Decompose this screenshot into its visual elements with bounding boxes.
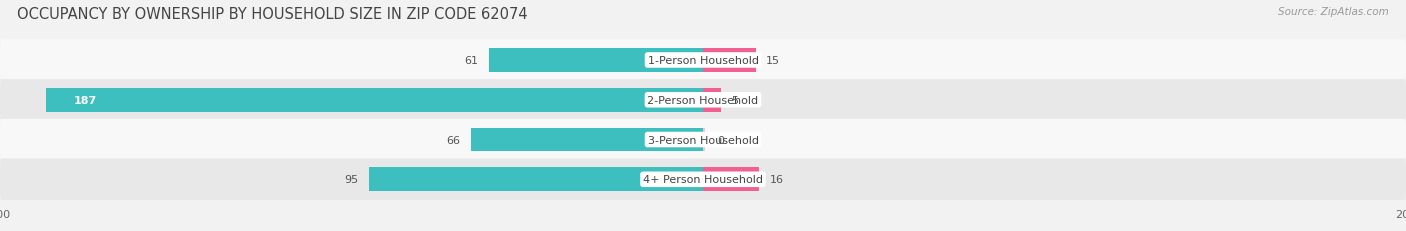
Bar (471, 128, 703, 152)
FancyBboxPatch shape (0, 159, 1406, 200)
Text: 3-Person Household: 3-Person Household (648, 135, 758, 145)
Text: 1-Person Household: 1-Person Household (648, 56, 758, 66)
Text: Source: ZipAtlas.com: Source: ZipAtlas.com (1278, 7, 1389, 17)
Bar (489, 49, 703, 73)
FancyBboxPatch shape (0, 119, 1406, 161)
FancyBboxPatch shape (0, 40, 1406, 81)
Bar (45, 88, 703, 112)
Text: 0: 0 (717, 135, 724, 145)
Text: 4+ Person Household: 4+ Person Household (643, 175, 763, 185)
Text: 61: 61 (464, 56, 478, 66)
Bar (703, 49, 756, 73)
Bar (703, 128, 704, 152)
Bar (368, 168, 703, 191)
Text: 66: 66 (447, 135, 461, 145)
Text: 16: 16 (770, 175, 783, 185)
Bar (703, 88, 721, 112)
Bar (703, 168, 759, 191)
Text: 95: 95 (344, 175, 359, 185)
Text: OCCUPANCY BY OWNERSHIP BY HOUSEHOLD SIZE IN ZIP CODE 62074: OCCUPANCY BY OWNERSHIP BY HOUSEHOLD SIZE… (17, 7, 527, 22)
FancyBboxPatch shape (0, 80, 1406, 121)
Text: 187: 187 (73, 95, 97, 105)
Text: 2-Person Household: 2-Person Household (647, 95, 759, 105)
Text: 15: 15 (766, 56, 780, 66)
Text: 5: 5 (731, 95, 738, 105)
